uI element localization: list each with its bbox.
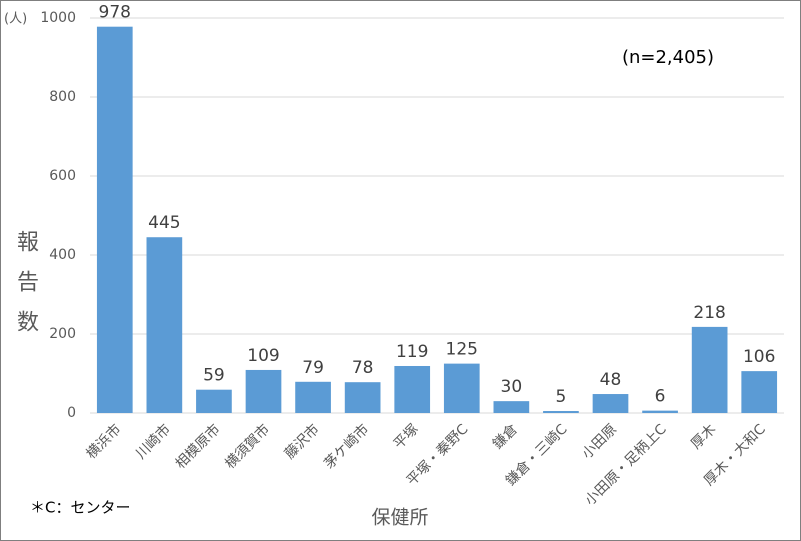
y-tick-label: 0 <box>67 405 76 421</box>
data-label: 119 <box>396 342 428 362</box>
data-label: 125 <box>446 340 478 360</box>
footnote: ＊C：センター <box>30 499 130 517</box>
y-tick-label: 600 <box>49 168 76 184</box>
bar <box>96 26 133 413</box>
data-label: 30 <box>501 377 523 397</box>
bar <box>146 237 183 413</box>
data-label: 445 <box>148 213 180 233</box>
bar <box>344 382 381 413</box>
bar <box>592 394 629 413</box>
data-label: 109 <box>247 346 279 366</box>
y-unit: (人) <box>4 12 27 27</box>
y-tick-label: 1000 <box>40 10 76 26</box>
data-label: 59 <box>203 366 225 386</box>
x-axis-title: 保健所 <box>371 507 428 529</box>
data-label: 6 <box>655 387 666 407</box>
annotation: (n=2,405) <box>622 47 714 68</box>
data-label: 48 <box>600 370 622 390</box>
data-label: 106 <box>743 347 775 367</box>
bar <box>741 371 778 413</box>
bar <box>394 365 431 413</box>
bar <box>443 363 480 413</box>
y-axis-title: 報告数 <box>13 230 39 350</box>
data-label: 5 <box>556 387 567 407</box>
y-tick-label: 400 <box>49 247 76 263</box>
bar <box>245 369 282 413</box>
y-tick-label: 200 <box>49 326 76 342</box>
data-label: 79 <box>302 358 324 378</box>
y-tick-label: 800 <box>49 89 76 105</box>
bar <box>295 381 331 413</box>
bar <box>196 389 232 413</box>
bar <box>543 411 579 413</box>
bar <box>642 410 678 413</box>
data-label: 218 <box>693 303 725 323</box>
data-label: 978 <box>99 3 131 23</box>
data-label: 78 <box>352 358 374 378</box>
bar <box>691 326 728 413</box>
bar <box>493 401 530 413</box>
